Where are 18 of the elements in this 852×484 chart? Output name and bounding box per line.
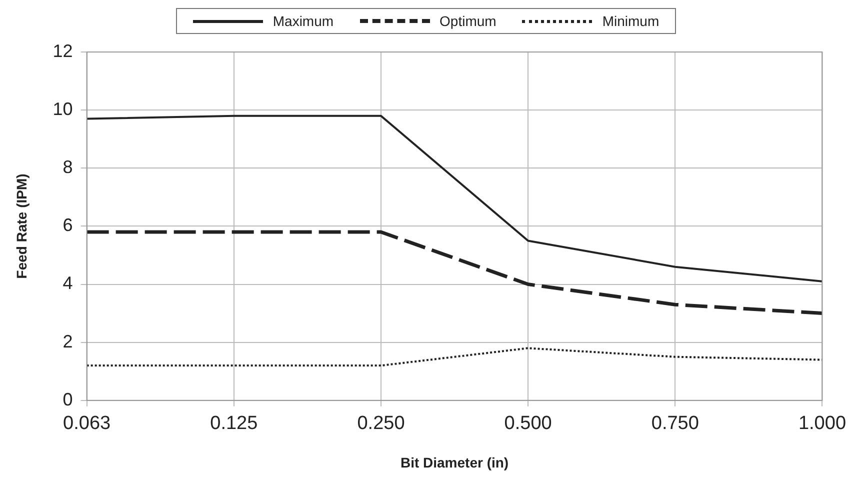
y-tick-label: 10 <box>52 99 73 120</box>
x-tick-label: 0.250 <box>357 413 405 434</box>
y-tick-label: 0 <box>62 389 73 410</box>
x-tick-label: 0.125 <box>210 413 258 434</box>
legend-label: Maximum <box>272 13 334 29</box>
y-axis-title: Feed Rate (IPM) <box>13 174 30 279</box>
x-tick-label: 0.063 <box>63 413 111 434</box>
legend-label: Minimum <box>602 13 660 29</box>
x-axis-title: Bit Diameter (in) <box>400 454 509 470</box>
x-tick-label: 0.750 <box>651 413 699 434</box>
x-tick-label: 1.000 <box>798 413 846 434</box>
y-tick-label: 6 <box>62 215 73 236</box>
legend-label: Optimum <box>440 13 496 29</box>
y-tick-label: 2 <box>62 331 73 352</box>
y-tick-label: 8 <box>62 157 73 178</box>
y-tick-label: 12 <box>52 40 73 61</box>
y-tick-label: 4 <box>62 273 73 294</box>
x-tick-label: 0.500 <box>504 413 552 434</box>
